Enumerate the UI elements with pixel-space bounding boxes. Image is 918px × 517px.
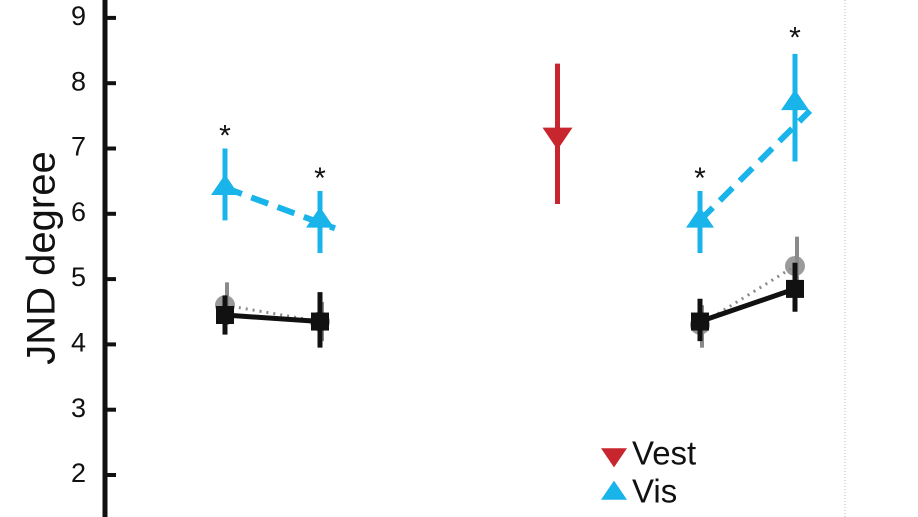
legend-label: Vest xyxy=(632,435,696,472)
plot-area: * * * * xyxy=(211,21,813,348)
y-tick-label: 2 xyxy=(71,458,86,488)
y-tick-label: 7 xyxy=(71,132,86,162)
vis-line xyxy=(697,108,813,223)
vis-point xyxy=(781,89,809,111)
y-tick-label: 5 xyxy=(71,262,86,292)
significance-star: * xyxy=(694,162,706,195)
combined-point xyxy=(216,306,234,325)
y-tick-label: 6 xyxy=(71,197,86,227)
vis-point xyxy=(306,207,334,228)
combined-point xyxy=(786,279,804,298)
y-tick-label: 8 xyxy=(71,66,86,96)
vest-point xyxy=(542,127,573,150)
y-tick-label: 9 xyxy=(71,1,86,31)
combined-point xyxy=(311,312,329,331)
y-tick-label: 4 xyxy=(71,328,86,358)
significance-star: * xyxy=(789,21,801,54)
vis-point xyxy=(211,174,239,195)
significance-star: * xyxy=(219,119,231,152)
y-axis-ticks: 2 3 4 5 6 7 8 9 xyxy=(71,1,116,488)
combined-line xyxy=(699,286,796,324)
legend-label: Vis xyxy=(632,473,677,510)
combined-point xyxy=(691,312,709,331)
vis-point xyxy=(686,207,714,228)
significance-star: * xyxy=(314,162,326,195)
legend-marker xyxy=(601,480,627,500)
y-tick-label: 3 xyxy=(71,393,86,423)
legend-marker xyxy=(601,448,627,468)
combined-line xyxy=(224,312,321,325)
y-axis-label: JND degree xyxy=(20,151,64,364)
